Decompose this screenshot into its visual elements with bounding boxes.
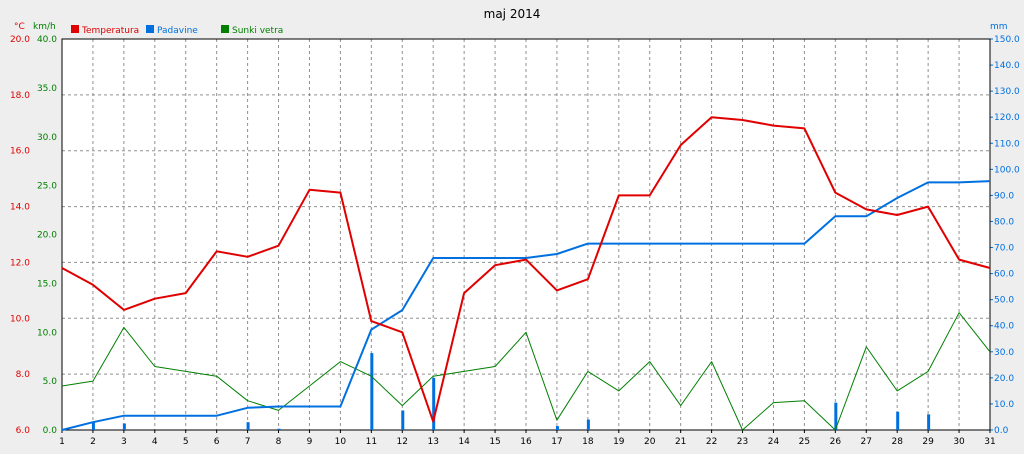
y-tick-label-precipitation: 120.0: [994, 113, 1020, 123]
x-tick-label: 23: [737, 437, 748, 447]
x-tick-label: 20: [644, 437, 656, 447]
y-tick-label-precipitation: 40.0: [994, 322, 1014, 332]
x-tick-label: 19: [613, 437, 625, 447]
y-tick-label-temperature: 10.0: [10, 314, 30, 324]
x-tick-label: 6: [214, 437, 220, 447]
x-tick-label: 27: [861, 437, 872, 447]
x-tick-label: 21: [675, 437, 686, 447]
x-tick-label: 24: [768, 437, 780, 447]
y-tick-label-wind: 35.0: [37, 84, 57, 94]
y-tick-label-precipitation: 150.0: [994, 35, 1020, 45]
precipitation-bar: [401, 410, 405, 430]
precipitation-bar: [91, 422, 95, 430]
x-tick-label: 5: [183, 437, 189, 447]
y-tick-label-temperature: 14.0: [10, 203, 30, 213]
wind-gust-line: [61, 312, 991, 431]
y-tick-label-temperature: 8.0: [16, 370, 31, 380]
precipitation-bar: [555, 426, 559, 430]
y-tick-label-precipitation: 0.0: [994, 426, 1009, 436]
precipitation-bar: [896, 411, 900, 430]
x-tick-label: 2: [90, 437, 96, 447]
precipitation-bar: [246, 422, 250, 430]
plot-border: [61, 38, 991, 431]
unit-label-precipitation: mm: [990, 22, 1008, 32]
precipitation-bar: [122, 423, 126, 430]
precipitation-bar: [277, 428, 281, 430]
y-tick-label-precipitation: 130.0: [994, 87, 1020, 97]
precipitation-bar: [586, 419, 590, 430]
y-tick-label-precipitation: 80.0: [994, 217, 1014, 227]
y-tick-label-precipitation: 10.0: [994, 400, 1014, 410]
unit-label-temperature: °C: [14, 22, 25, 32]
x-tick-label: 26: [830, 437, 842, 447]
y-tick-label-precipitation: 60.0: [994, 270, 1014, 280]
x-tick-label: 18: [582, 437, 594, 447]
y-tick-label-wind: 0.0: [43, 426, 58, 436]
x-tick-label: 14: [458, 437, 470, 447]
x-tick-label: 28: [891, 437, 903, 447]
plot-area: 1 2 3 4 5 6 7 8 9 10 11 12 13 14 15 16 17 18 19 20 21 22 23 24 2…: [10, 35, 1020, 447]
x-tick-label: 4: [152, 437, 158, 447]
x-tick-label: 22: [706, 437, 717, 447]
precipitation-bar: [927, 414, 931, 430]
y-tick-label-temperature: 12.0: [10, 258, 30, 268]
x-tick-label: 16: [520, 437, 532, 447]
legend-label-precipitation: Padavine: [157, 26, 198, 36]
y-tick-label-precipitation: 20.0: [994, 374, 1014, 384]
y-tick-label-temperature: 18.0: [10, 91, 30, 101]
x-tick-label: 8: [276, 437, 282, 447]
y-tick-label-temperature: 16.0: [10, 147, 30, 157]
unit-label-wind: km/h: [33, 22, 56, 32]
x-tick-label: 3: [121, 437, 127, 447]
y-tick-label-precipitation: 100.0: [994, 165, 1020, 175]
legend-label-temperature: Temperatura: [81, 26, 139, 36]
x-tick-label: 11: [366, 437, 377, 447]
y-tick-label-wind: 40.0: [37, 35, 57, 45]
x-tick-label: 29: [922, 437, 934, 447]
x-tick-label: 10: [335, 437, 347, 447]
x-tick-label: 1: [59, 437, 65, 447]
legend-swatch-precipitation: [146, 25, 154, 33]
y-tick-label-precipitation: 30.0: [994, 348, 1014, 358]
chart-title: maj 2014: [484, 7, 541, 21]
y-tick-label-precipitation: 110.0: [994, 139, 1020, 149]
precipitation-bar: [432, 377, 436, 430]
y-tick-label-precipitation: 140.0: [994, 61, 1020, 71]
legend: Temperatura Padavine Sunki vetra: [71, 25, 283, 36]
x-tick-label: 12: [397, 437, 408, 447]
y-tick-label-wind: 20.0: [37, 231, 57, 241]
x-tick-label: 30: [953, 437, 965, 447]
x-tick-label: 13: [427, 437, 438, 447]
x-tick-label: 9: [307, 437, 313, 447]
y-tick-label-temperature: 20.0: [10, 35, 30, 45]
legend-label-wind: Sunki vetra: [232, 26, 283, 36]
temperature-line: [61, 116, 991, 423]
legend-swatch-wind: [221, 25, 229, 33]
y-tick-label-precipitation: 70.0: [994, 244, 1014, 254]
x-tick-label: 31: [984, 437, 995, 447]
y-tick-label-wind: 30.0: [37, 133, 57, 143]
y-tick-label-precipitation: 90.0: [994, 191, 1014, 201]
y-tick-label-wind: 5.0: [43, 377, 58, 387]
cumulative-precipitation-line: [61, 180, 991, 431]
x-tick-label: 15: [489, 437, 500, 447]
x-tick-label: 7: [245, 437, 251, 447]
y-tick-label-wind: 25.0: [37, 182, 57, 192]
y-tick-label-wind: 15.0: [37, 279, 57, 289]
precipitation-bar: [370, 353, 374, 430]
legend-swatch-temperature: [71, 25, 79, 33]
y-tick-label-precipitation: 50.0: [994, 296, 1014, 306]
y-tick-label-wind: 10.0: [37, 328, 57, 338]
y-tick-label-temperature: 6.0: [16, 426, 31, 436]
x-tick-label: 25: [799, 437, 810, 447]
precipitation-bar: [834, 402, 838, 430]
x-tick-label: 17: [551, 437, 562, 447]
